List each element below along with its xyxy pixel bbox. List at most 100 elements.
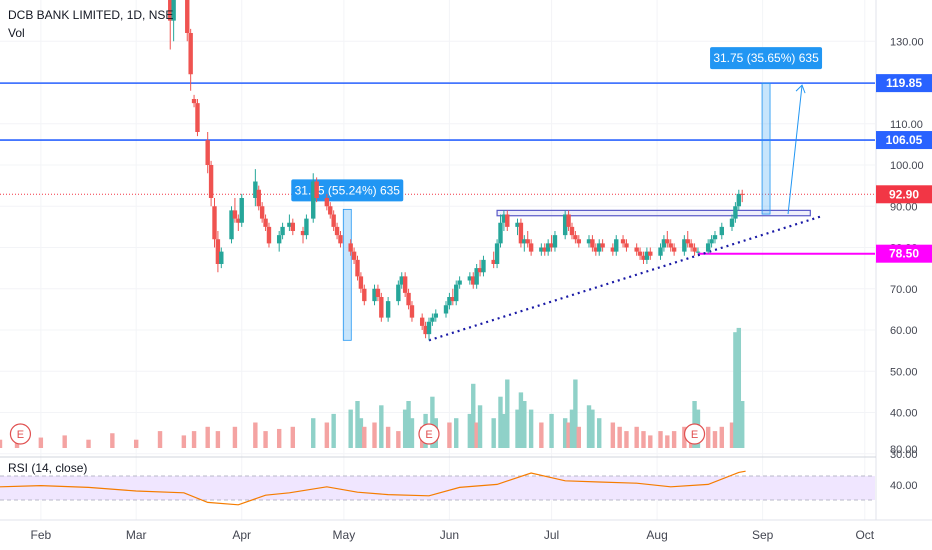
candle-body	[539, 247, 544, 252]
volume-bar	[385, 426, 391, 448]
chart-title: DCB BANK LIMITED, 1D, NSE	[8, 8, 174, 22]
volume-bar	[205, 426, 210, 448]
volume-bar	[736, 327, 742, 448]
volume-bar	[712, 431, 718, 448]
y-tick-label: 40.00	[890, 408, 918, 420]
volume-bar	[253, 422, 258, 448]
candle-body	[522, 239, 527, 244]
volume-bar	[406, 401, 411, 448]
drawings[interactable]: 31.75 (55.24%) 635 31.75 (35.65%) 635	[291, 47, 823, 342]
candle-body	[457, 280, 462, 285]
volume-bar	[682, 426, 687, 448]
volume-bar	[566, 422, 571, 448]
candle-body	[443, 305, 449, 314]
volume-bar	[573, 379, 578, 448]
y-tick-label: 130.00	[890, 36, 924, 48]
volume-bar	[409, 418, 415, 448]
candle-body	[372, 288, 377, 302]
candle-body	[423, 325, 428, 335]
candle-body	[658, 247, 663, 256]
resistance-box	[496, 209, 811, 217]
price-label-92.90: 92.90	[889, 187, 919, 201]
candle-body	[525, 239, 530, 244]
volume-bar	[348, 409, 353, 448]
candle-body	[385, 301, 391, 318]
volume-bar	[110, 433, 115, 448]
candle-body	[205, 140, 210, 165]
rsi-band	[0, 476, 875, 500]
candle-body	[740, 193, 745, 195]
volume-bar	[522, 401, 527, 448]
candle-body	[671, 247, 677, 252]
volume-bar	[641, 431, 646, 448]
y-tick-label: 30.00	[890, 449, 918, 461]
candle-body	[358, 276, 364, 289]
price-labels: 119.85 106.05 92.90 78.50	[876, 74, 932, 263]
volume-bar	[597, 418, 602, 448]
candle-body	[610, 247, 616, 252]
candle-body	[311, 181, 316, 219]
volume-bar	[562, 418, 568, 448]
candle-body	[600, 243, 605, 248]
volume-bar	[0, 439, 3, 448]
candle-body	[528, 243, 534, 252]
candle-body	[494, 243, 500, 264]
candle-body	[549, 243, 554, 248]
volume-bar	[518, 392, 524, 448]
candle-body	[219, 251, 224, 264]
volume-bar	[467, 413, 473, 448]
measure-label: 31.75 (55.24%) 635	[295, 183, 401, 197]
measure-label: 31.75 (35.65%) 635	[713, 51, 819, 65]
y-tick-label: 110.00	[890, 119, 923, 131]
candle-body	[481, 259, 486, 273]
volume-bar	[324, 422, 330, 448]
volume-bar	[624, 431, 629, 448]
candle-body	[396, 284, 401, 302]
volume-bar	[729, 422, 735, 448]
x-tick-label: May	[333, 528, 356, 542]
volume-bar	[372, 422, 377, 448]
candle-body	[682, 239, 687, 252]
price-label-bg	[876, 131, 932, 150]
volume-bar	[505, 379, 510, 448]
candle-body	[331, 214, 336, 227]
x-tick-label: Mar	[126, 528, 147, 542]
candle-body	[562, 214, 568, 236]
volume-bar	[549, 413, 554, 448]
candle-body	[644, 251, 650, 260]
candle-body	[334, 226, 340, 236]
volume-bar	[740, 401, 745, 448]
candle-body	[263, 218, 268, 227]
volume-bar	[719, 426, 724, 448]
candle-body	[433, 313, 438, 318]
candle-body	[280, 226, 285, 236]
candle-body	[362, 288, 367, 302]
candle-body	[518, 222, 524, 244]
volume-bar	[355, 401, 360, 448]
volume-bars	[0, 327, 745, 448]
volume-bar	[232, 426, 238, 448]
candle-body	[454, 284, 459, 302]
grid	[0, 0, 875, 520]
volume-bar	[586, 405, 592, 448]
candle-body	[208, 165, 214, 198]
earnings-event-marker	[418, 423, 440, 445]
earnings-event-label: E	[17, 429, 24, 441]
candle-body	[191, 99, 197, 104]
volume-bar	[705, 426, 711, 448]
candle-body	[573, 235, 578, 240]
volume-bar	[474, 422, 479, 448]
measure-range	[761, 82, 771, 215]
volume-bar	[733, 332, 738, 448]
volume-bar	[191, 431, 197, 448]
volume-bar	[671, 431, 677, 448]
measure-label-bg	[710, 47, 823, 70]
candle-body	[232, 210, 238, 219]
candle-body	[736, 193, 742, 207]
candle-body	[215, 239, 221, 264]
volume-bar	[447, 422, 452, 448]
candle-body	[430, 317, 435, 322]
